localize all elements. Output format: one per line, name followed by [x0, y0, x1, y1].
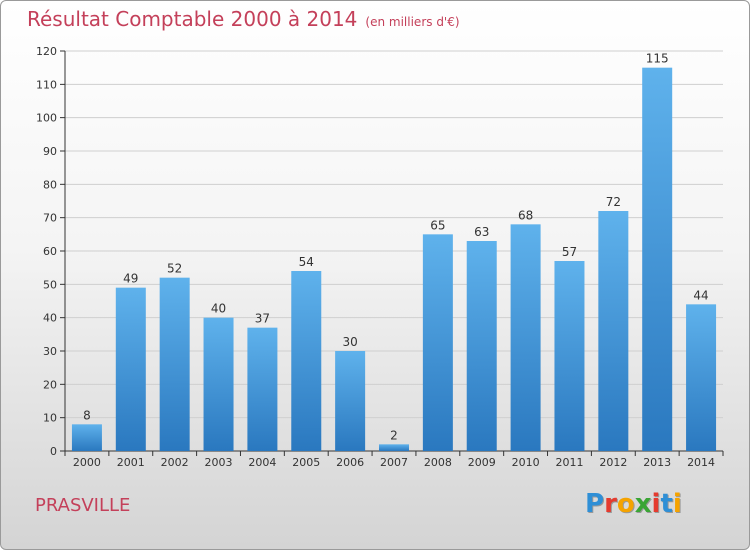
bar-2001: [115, 287, 146, 451]
bar-2014: [686, 304, 717, 451]
data-label-2008: 65: [430, 218, 445, 232]
bar-2009: [466, 241, 497, 451]
chart-title: Résultat Comptable 2000 à 2014: [27, 7, 358, 31]
x-tick-label: 2004: [248, 456, 276, 469]
data-label-2014: 44: [693, 288, 708, 302]
x-tick-label: 2003: [205, 456, 233, 469]
bar-2012: [598, 211, 629, 451]
bar-2005: [291, 271, 322, 451]
bar-2008: [422, 234, 453, 451]
data-label-2002: 52: [167, 262, 182, 276]
logo-letter: P: [585, 489, 605, 519]
logo-letter: x: [634, 489, 652, 519]
data-labels: 8 49 52 40 37 54 30 2 65 63 68 57 72 115 44: [83, 52, 709, 443]
bar-2011: [554, 261, 585, 451]
proxiti-logo[interactable]: Proxiti: [585, 489, 682, 519]
x-tick-label: 2014: [687, 456, 715, 469]
commune-name: PRASVILLE: [35, 495, 131, 516]
data-label-2003: 40: [211, 302, 226, 316]
y-tick-label: 120: [36, 45, 57, 58]
y-tick-label: 110: [36, 78, 57, 91]
title-row: Résultat Comptable 2000 à 2014 (en millie…: [27, 7, 460, 31]
x-tick-label: 2007: [380, 456, 408, 469]
logo-letter: i: [651, 489, 661, 519]
x-tick-label: 2000: [73, 456, 101, 469]
y-tick-label: 10: [43, 412, 57, 425]
y-tick-label: 100: [36, 112, 57, 125]
logo-letter: i: [672, 489, 682, 519]
logo-letter: o: [616, 489, 635, 519]
x-tick-label: 2010: [512, 456, 540, 469]
bar-2013: [642, 67, 673, 452]
logo-letter: t: [660, 489, 673, 519]
bars: [71, 67, 717, 452]
axes: 0 10 20 30 40 50 60 70 80 90 100 110 120 2000 2001 2002…: [36, 45, 724, 469]
bar-2007: [379, 444, 409, 451]
bar-2004: [247, 327, 278, 451]
bar-2000: [71, 424, 102, 451]
chart-subtitle: (en milliers d'€): [365, 15, 460, 29]
data-label-2011: 57: [562, 245, 577, 259]
data-label-2009: 63: [474, 225, 489, 239]
logo-letter: r: [604, 489, 617, 519]
data-label-2006: 30: [342, 335, 357, 349]
y-tick-label: 60: [43, 245, 57, 258]
data-label-2000: 8: [83, 408, 91, 422]
y-tick-label: 40: [43, 312, 57, 325]
data-label-2010: 68: [518, 208, 533, 222]
data-label-2012: 72: [606, 195, 621, 209]
data-label-2013: 115: [646, 52, 669, 66]
bar-2010: [510, 224, 541, 451]
data-label-2007: 2: [390, 428, 398, 442]
x-tick-label: 2009: [468, 456, 496, 469]
y-tick-label: 80: [43, 178, 57, 191]
x-tick-label: 2008: [424, 456, 452, 469]
x-tick-label: 2012: [599, 456, 627, 469]
y-tick-label: 70: [43, 212, 57, 225]
bar-2006: [335, 351, 366, 451]
data-label-2001: 49: [123, 272, 138, 286]
y-tick-label: 0: [50, 445, 57, 458]
y-tick-label: 30: [43, 345, 57, 358]
x-tick-label: 2005: [292, 456, 320, 469]
y-tick-label: 20: [43, 378, 57, 391]
data-label-2004: 37: [255, 312, 270, 326]
bar-2003: [203, 317, 234, 451]
x-tick-label: 2011: [555, 456, 583, 469]
x-tick-label: 2002: [161, 456, 189, 469]
bar-2002: [159, 277, 190, 451]
y-tick-label: 50: [43, 278, 57, 291]
y-tick-label: 90: [43, 145, 57, 158]
x-tick-label: 2013: [643, 456, 671, 469]
x-tick-label: 2001: [117, 456, 145, 469]
x-tick-label: 2006: [336, 456, 364, 469]
data-label-2005: 54: [299, 255, 314, 269]
